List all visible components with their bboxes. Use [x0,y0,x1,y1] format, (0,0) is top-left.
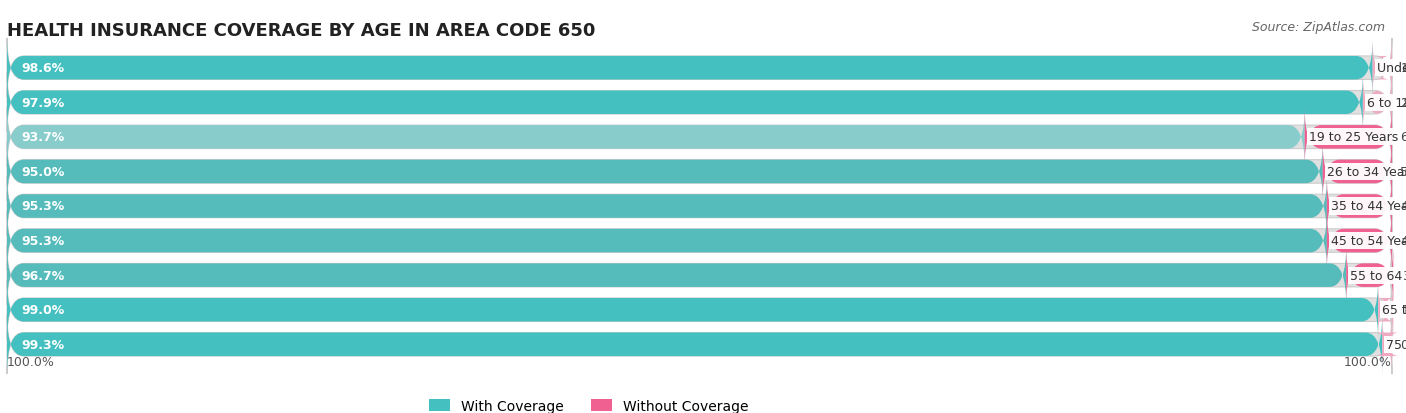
FancyBboxPatch shape [7,211,1327,271]
FancyBboxPatch shape [1372,39,1392,98]
Text: 75 Years and older: 75 Years and older [1386,338,1406,351]
Text: 100.0%: 100.0% [7,355,55,368]
Text: 65 to 74 Years: 65 to 74 Years [1382,304,1406,316]
FancyBboxPatch shape [1362,74,1392,133]
FancyBboxPatch shape [1375,315,1399,374]
FancyBboxPatch shape [1327,211,1392,271]
FancyBboxPatch shape [7,74,1392,133]
Text: 98.6%: 98.6% [21,62,65,75]
Text: 95.0%: 95.0% [21,166,65,178]
FancyBboxPatch shape [7,108,1392,167]
Text: 93.7%: 93.7% [21,131,65,144]
Text: 6.3%: 6.3% [1400,131,1406,144]
Text: Source: ZipAtlas.com: Source: ZipAtlas.com [1251,21,1385,33]
FancyBboxPatch shape [1327,177,1392,236]
FancyBboxPatch shape [7,39,1372,98]
Text: 6 to 18 Years: 6 to 18 Years [1367,97,1406,109]
FancyBboxPatch shape [7,74,1362,133]
FancyBboxPatch shape [1323,142,1392,202]
FancyBboxPatch shape [7,280,1392,339]
Text: 95.3%: 95.3% [21,235,65,247]
Text: 100.0%: 100.0% [1344,355,1392,368]
Text: 35 to 44 Years: 35 to 44 Years [1331,200,1406,213]
Text: 45 to 54 Years: 45 to 54 Years [1331,235,1406,247]
Text: 99.3%: 99.3% [21,338,65,351]
Text: 55 to 64 Years: 55 to 64 Years [1350,269,1406,282]
Text: 5.0%: 5.0% [1400,166,1406,178]
FancyBboxPatch shape [7,315,1392,374]
Text: 26 to 34 Years: 26 to 34 Years [1327,166,1406,178]
FancyBboxPatch shape [1346,246,1393,305]
Text: 96.7%: 96.7% [21,269,65,282]
Text: 3.4%: 3.4% [1402,269,1406,282]
Text: 0.71%: 0.71% [1400,338,1406,351]
Text: 97.9%: 97.9% [21,97,65,109]
FancyBboxPatch shape [7,39,1392,98]
Text: 4.7%: 4.7% [1400,235,1406,247]
FancyBboxPatch shape [7,315,1382,374]
FancyBboxPatch shape [7,177,1392,236]
Text: 19 to 25 Years: 19 to 25 Years [1309,131,1398,144]
Legend: With Coverage, Without Coverage: With Coverage, Without Coverage [429,399,748,413]
Text: 95.3%: 95.3% [21,200,65,213]
FancyBboxPatch shape [7,142,1323,202]
Text: 4.7%: 4.7% [1400,200,1406,213]
FancyBboxPatch shape [7,280,1378,339]
FancyBboxPatch shape [7,211,1392,271]
Text: HEALTH INSURANCE COVERAGE BY AGE IN AREA CODE 650: HEALTH INSURANCE COVERAGE BY AGE IN AREA… [7,22,595,40]
FancyBboxPatch shape [7,108,1305,167]
Text: 2.1%: 2.1% [1400,97,1406,109]
Text: 1.1%: 1.1% [1402,304,1406,316]
FancyBboxPatch shape [7,177,1327,236]
FancyBboxPatch shape [7,142,1392,202]
Text: 99.0%: 99.0% [21,304,65,316]
Text: 1.4%: 1.4% [1400,62,1406,75]
FancyBboxPatch shape [1305,108,1392,167]
FancyBboxPatch shape [1376,280,1395,339]
FancyBboxPatch shape [7,246,1346,305]
FancyBboxPatch shape [7,246,1392,305]
Text: Under 6 Years: Under 6 Years [1376,62,1406,75]
